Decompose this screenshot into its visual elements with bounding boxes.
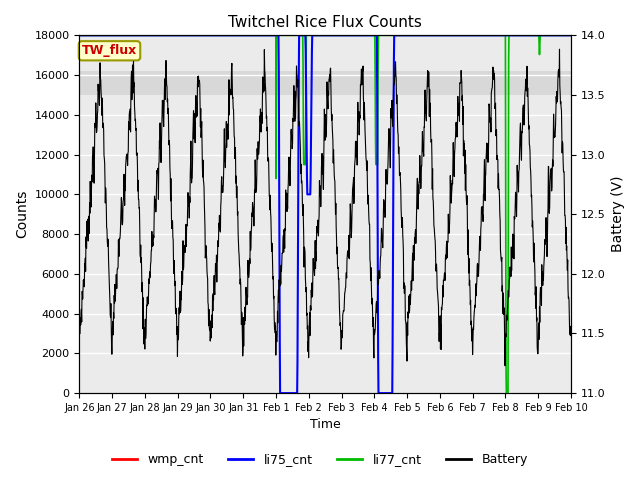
Text: TW_flux: TW_flux: [82, 44, 137, 57]
Legend: wmp_cnt, li75_cnt, li77_cnt, Battery: wmp_cnt, li75_cnt, li77_cnt, Battery: [107, 448, 533, 471]
Bar: [79, 71, 571, 95]
Y-axis label: Battery (V): Battery (V): [611, 176, 625, 252]
Y-axis label: Counts: Counts: [15, 190, 29, 239]
X-axis label: Time: Time: [310, 419, 340, 432]
Title: Twitchel Rice Flux Counts: Twitchel Rice Flux Counts: [228, 15, 422, 30]
